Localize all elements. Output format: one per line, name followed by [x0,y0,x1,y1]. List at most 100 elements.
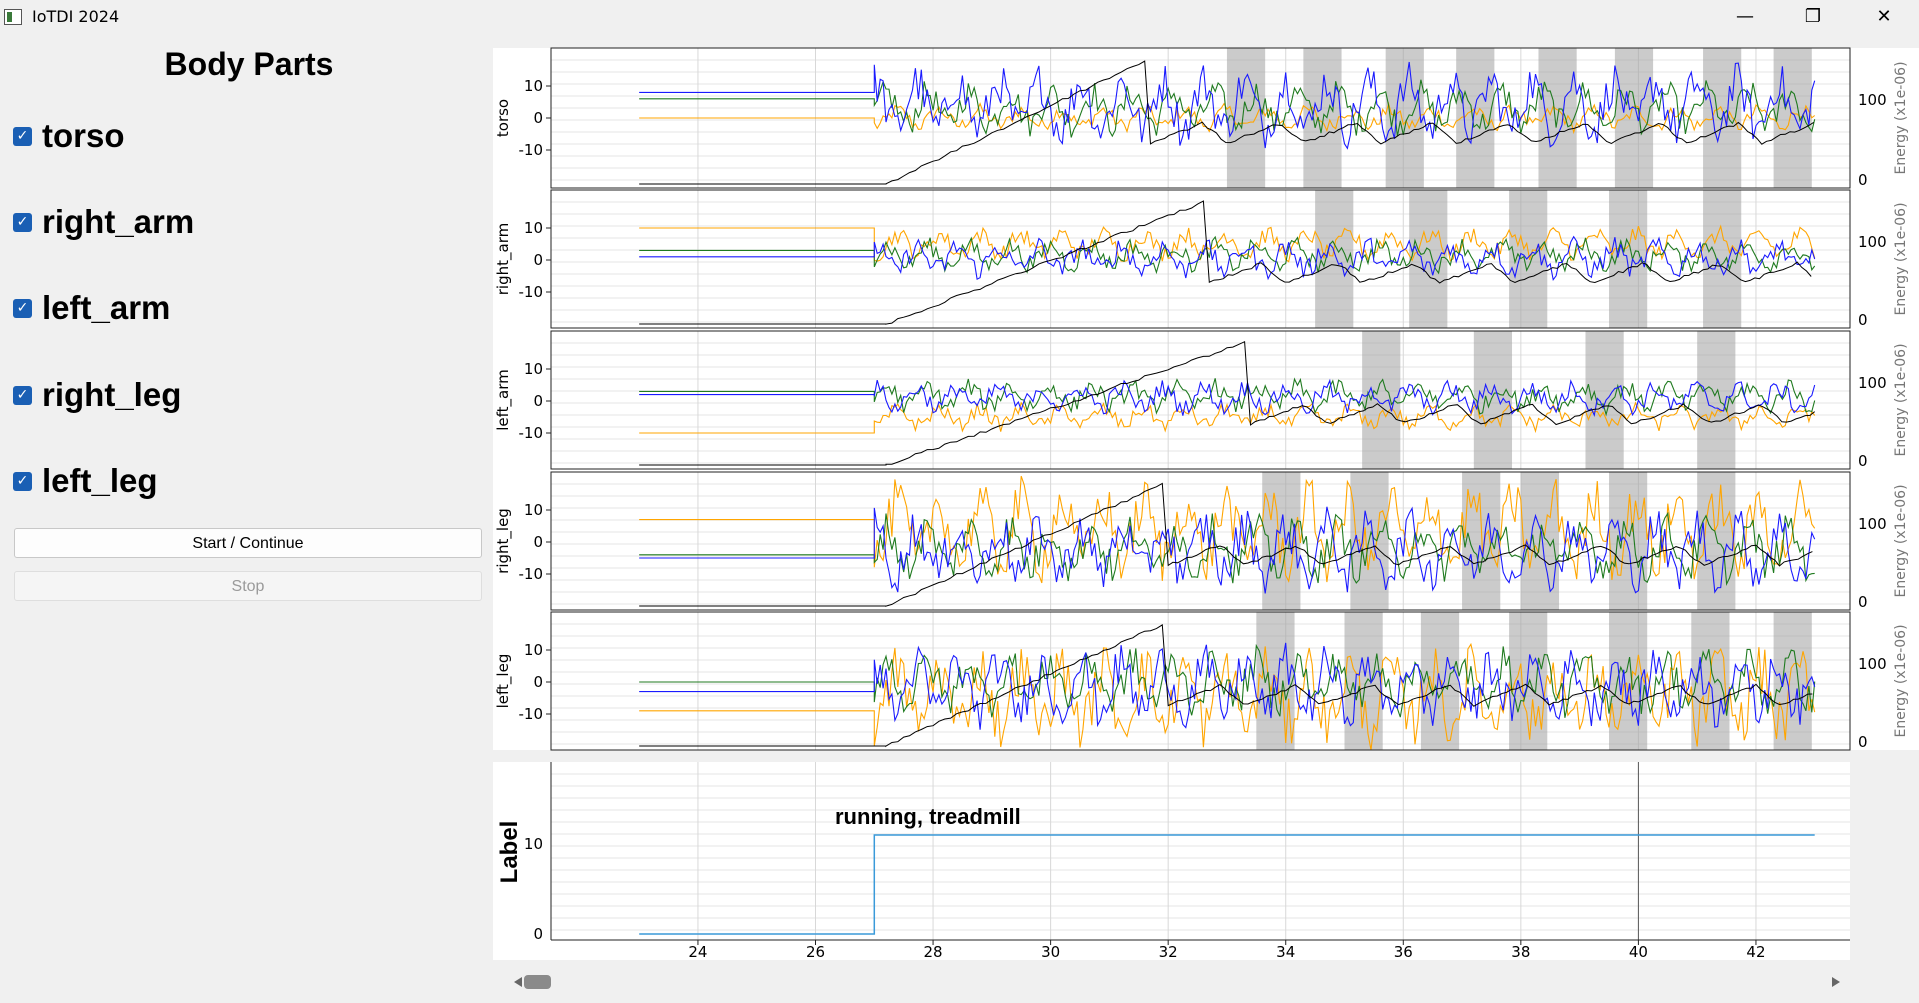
shaded-span [1303,48,1342,188]
plot-data [639,190,1816,328]
checkbox-left-arm[interactable]: ✓ left_arm [13,288,170,328]
shaded-span [1609,472,1648,610]
y2-tick-label: 0 [1858,593,1868,611]
x-tick-label: 34 [1276,943,1295,961]
shaded-span [1703,190,1742,328]
y-tick-label: 10 [524,835,543,853]
plot-frame [550,189,1851,329]
plot-data [639,48,1816,188]
window-title: IoTDI 2024 [32,7,120,26]
y2-tick-label: 100 [1858,655,1887,673]
y-tick-label: 0 [533,673,543,691]
y2-axis-label: Energy (x1e-06) [1893,343,1909,456]
y2-axis-label: Energy (x1e-06) [1893,484,1909,597]
signal-orange [639,224,1816,263]
energy-line [639,340,1816,466]
x-tick-label: 28 [924,943,943,961]
plot-data [639,331,1816,469]
scrollbar-thumb[interactable] [524,975,551,989]
checkbox-label: left_arm [42,289,171,326]
x-tick-label: 40 [1629,943,1648,961]
y2-tick-label: 0 [1858,311,1868,329]
energy-line [639,200,1812,325]
stop-button[interactable]: Stop [14,571,482,601]
checkmark-icon[interactable]: ✓ [13,298,32,318]
y2-tick-label: 0 [1858,733,1868,751]
y-tick-label: -10 [519,141,544,159]
checkmark-icon[interactable]: ✓ [13,471,32,491]
signal-green [639,643,1816,718]
checkmark-icon[interactable]: ✓ [13,212,32,232]
signal-blue [639,378,1816,418]
y-axis-label: torso [494,99,512,137]
energy-line [639,60,1814,185]
y-axis-label: left_arm [494,369,513,431]
x-tick-label: 32 [1159,943,1178,961]
y2-tick-label: 100 [1858,515,1887,533]
app-icon [4,9,22,25]
signal-blue [639,235,1816,282]
body-parts-panel: Body Parts ✓ torso ✓ right_arm ✓ left_ar… [0,34,493,1003]
plot-frame [550,611,1851,751]
y2-axis-label: Energy (x1e-06) [1893,61,1909,174]
checkmark-icon[interactable]: ✓ [13,126,32,146]
x-tick-label: 36 [1394,943,1413,961]
checkbox-right-leg[interactable]: ✓ right_leg [13,375,181,415]
shaded-span [1773,48,1812,188]
y-tick-label: 0 [533,533,543,551]
shaded-span [1697,331,1736,469]
close-icon[interactable]: ✕ [1876,6,1892,27]
title-bar: IoTDI 2024 — ❐ ✕ [0,0,1919,34]
checkbox-label: left_leg [42,462,158,499]
signal-blue [639,642,1816,730]
shaded-span [1344,612,1383,750]
y-tick-label: 0 [533,251,543,269]
y2-tick-label: 0 [1858,452,1868,470]
y2-axis-label: Energy (x1e-06) [1893,624,1909,737]
x-tick-label: 42 [1746,943,1765,961]
checkbox-right-arm[interactable]: ✓ right_arm [13,202,194,242]
shaded-span [1585,331,1624,469]
label-annotation: running, treadmill [835,804,1021,829]
y-tick-label: 10 [524,360,543,378]
plot-frame [550,471,1851,611]
y2-tick-label: 100 [1858,374,1887,392]
checkbox-label: right_leg [42,376,182,413]
y-axis-label: right_leg [494,508,513,574]
y-tick-label: 10 [524,641,543,659]
horizontal-scrollbar[interactable] [514,975,1840,989]
x-tick-label: 38 [1511,943,1530,961]
signal-green [639,511,1815,587]
y-tick-label: 0 [533,109,543,127]
checkmark-icon[interactable]: ✓ [13,385,32,405]
signal-orange [639,401,1816,434]
checkbox-left-leg[interactable]: ✓ left_leg [13,461,158,501]
checkbox-torso[interactable]: ✓ torso [13,116,125,156]
x-tick-label: 30 [1041,943,1060,961]
y-tick-label: 10 [524,77,543,95]
start-continue-button[interactable]: Start / Continue [14,528,482,558]
checkbox-label: torso [42,117,125,154]
sensor-plots-background [493,48,1919,750]
minimize-icon[interactable]: — [1736,6,1754,27]
y2-tick-label: 100 [1858,91,1887,109]
panel-title: Body Parts [164,46,334,82]
x-tick-label: 24 [688,943,707,961]
scroll-right-icon[interactable] [1832,977,1840,987]
x-tick-label: 26 [806,943,825,961]
plot-frame [550,330,1851,470]
shaded-span [1456,48,1495,188]
energy-line [639,482,1813,607]
plot-data [639,472,1816,610]
maximize-icon[interactable]: ❐ [1804,6,1822,27]
y-axis-label: Label [496,821,523,884]
scroll-left-icon[interactable] [514,977,522,987]
y-tick-label: -10 [519,424,544,442]
label-plot-background [493,762,1850,960]
signal-orange [639,642,1816,750]
shaded-span [1385,48,1424,188]
